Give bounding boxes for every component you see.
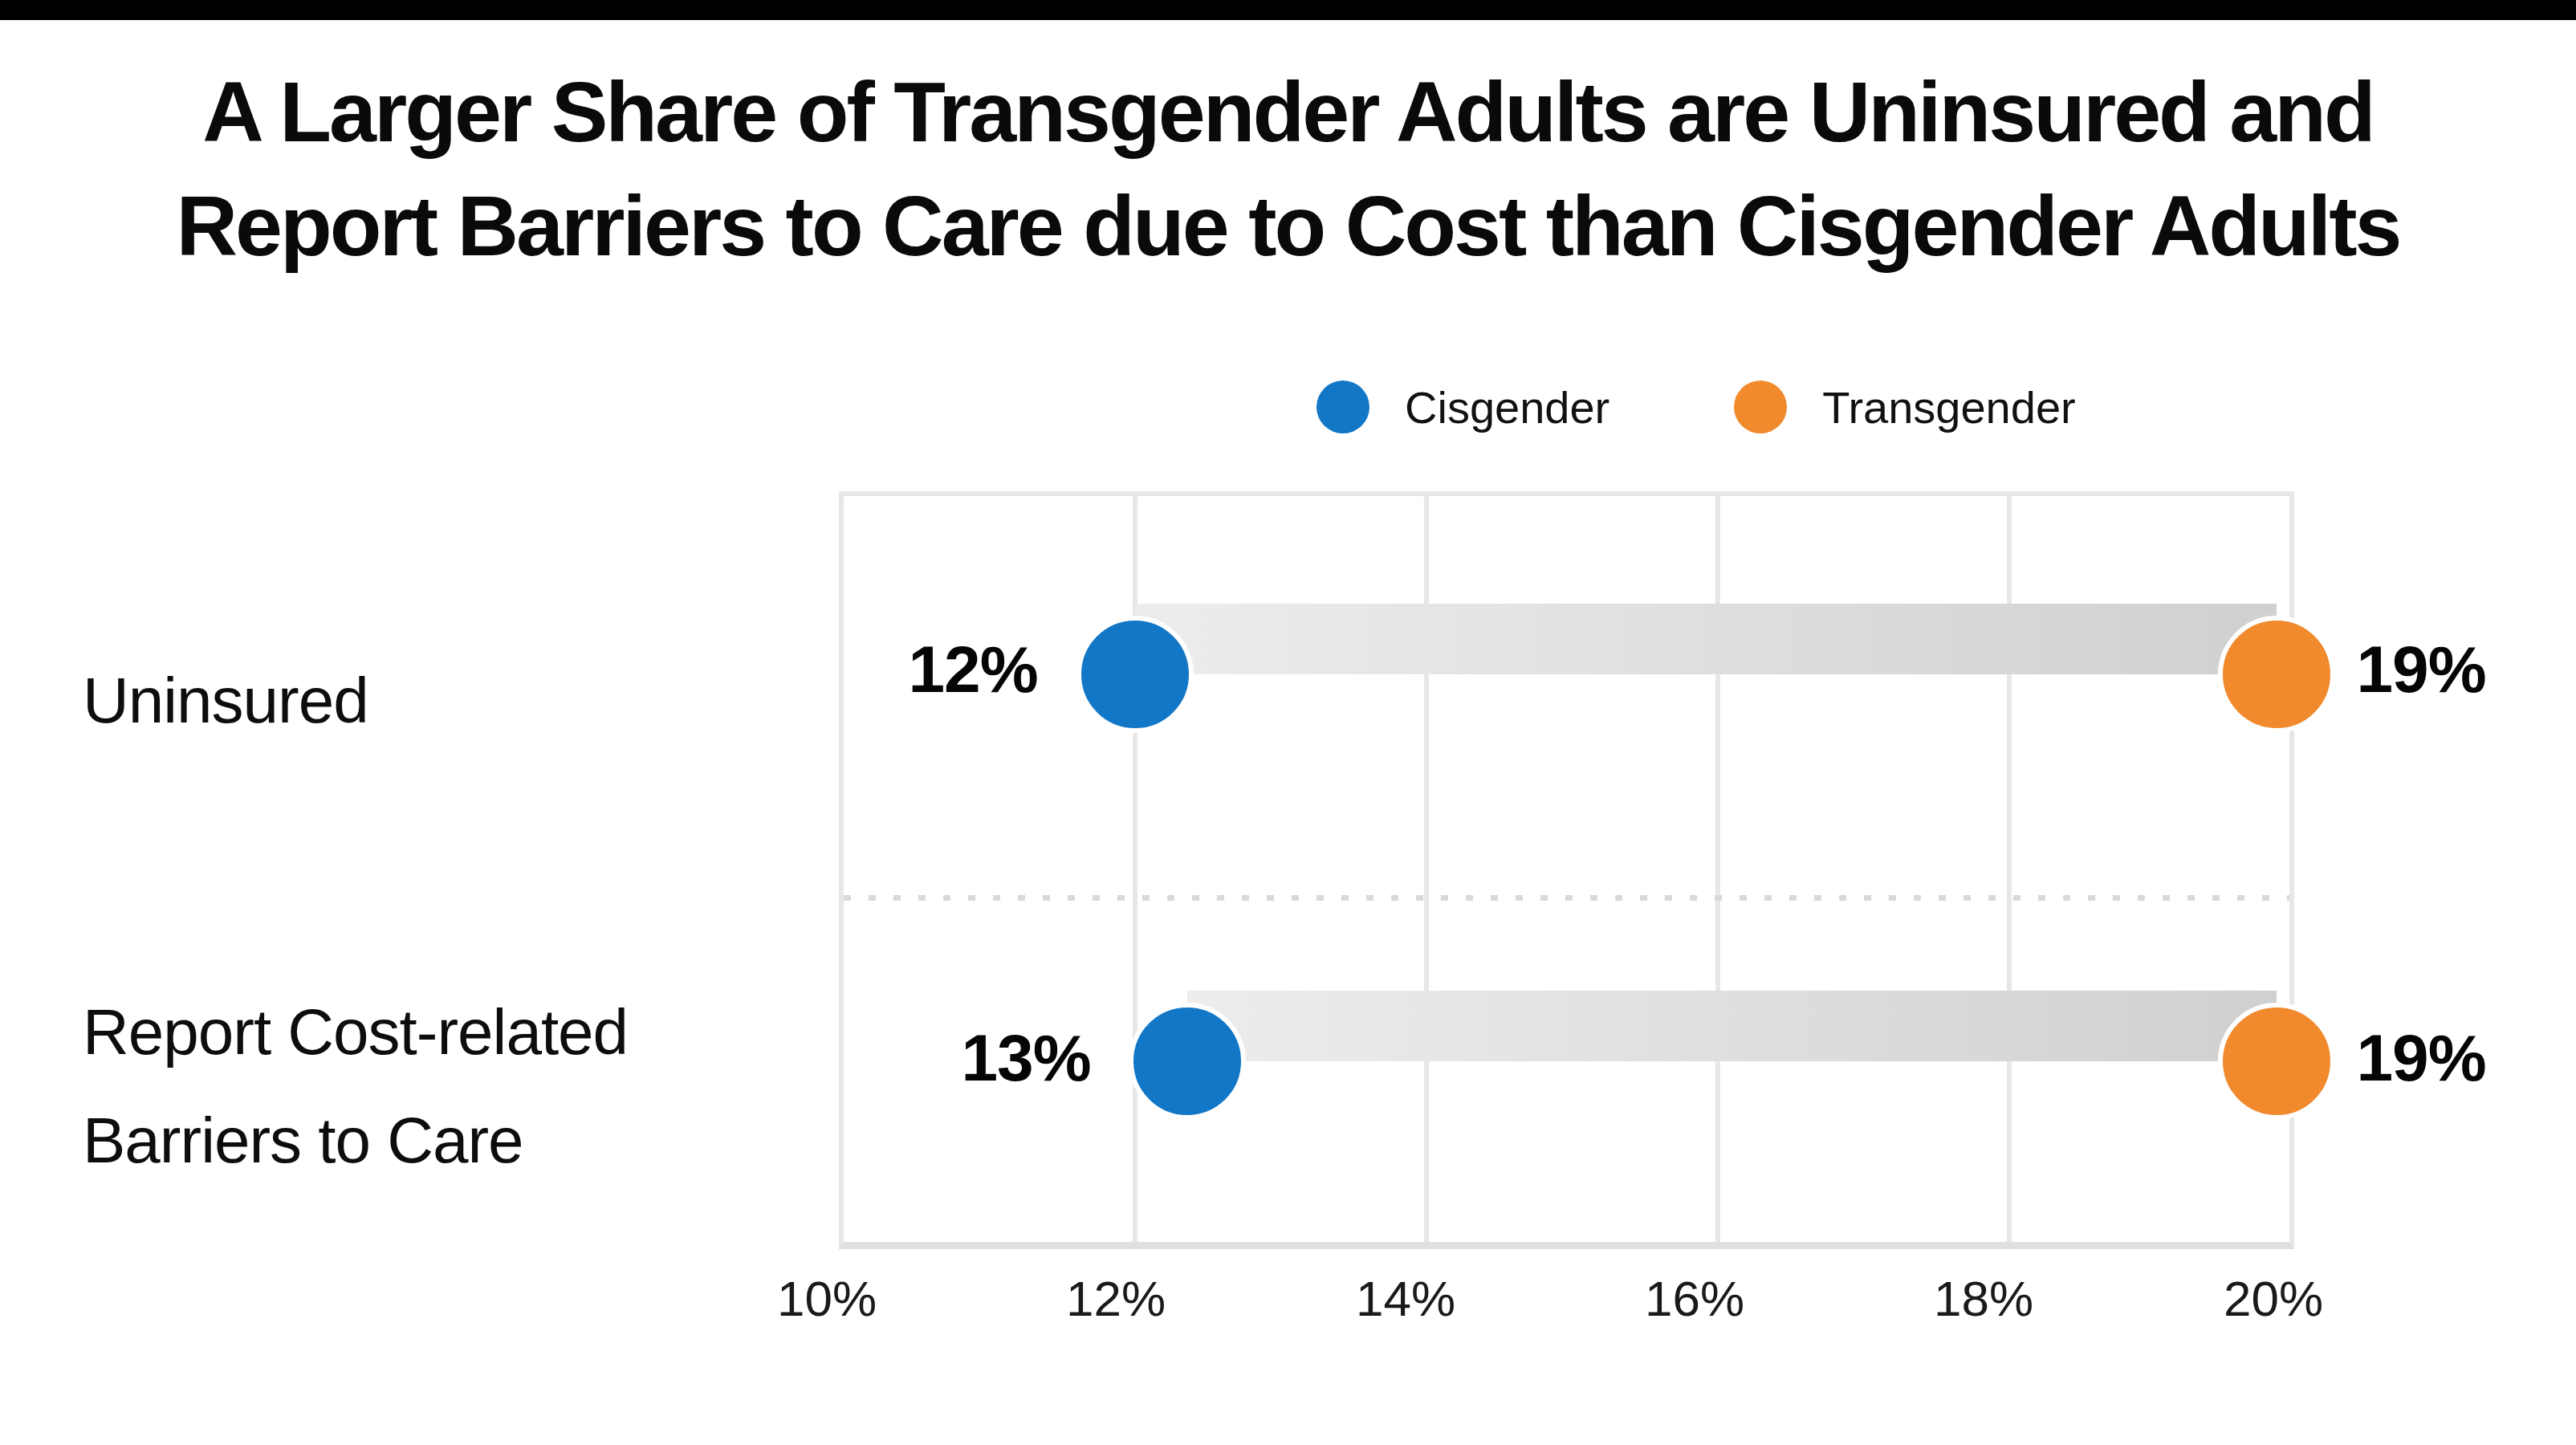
value-label-barriers-cisgender: 13% [961,1020,1090,1096]
chart-title-line1: A Larger Share of Transgender Adults are… [0,55,2576,169]
transgender-dot-icon [1734,381,1787,434]
plot-area [839,491,2294,1249]
value-label-uninsured-transgender: 19% [2356,632,2485,707]
x-tick-18pct: 18% [1934,1270,2033,1327]
chart-title: A Larger Share of Transgender Adults are… [0,55,2576,283]
data-point-barriers-cisgender[interactable] [1129,1003,1246,1120]
connector-bar-barriers [1187,991,2277,1061]
row-label-barriers-line1: Report Cost-related [83,978,628,1086]
row-label-barriers: Report Cost-related Barriers to Care [83,978,628,1195]
brand-top-bar [0,0,2576,20]
row-label-uninsured-line1: Uninsured [83,646,368,755]
data-point-barriers-transgender[interactable] [2218,1003,2335,1120]
cisgender-dot-icon [1316,381,1369,434]
row-separator-dashed-line [844,895,2289,901]
chart-title-line2: Report Barriers to Care due to Cost than… [0,169,2576,283]
x-tick-10pct: 10% [777,1270,877,1327]
row-label-uninsured: Uninsured [83,646,368,755]
legend-item-cisgender[interactable]: Cisgender [1316,381,1609,434]
data-point-uninsured-cisgender[interactable] [1076,616,1194,733]
legend-label-cisgender: Cisgender [1405,381,1609,434]
x-tick-14pct: 14% [1356,1270,1455,1327]
value-label-barriers-transgender: 19% [2356,1020,2485,1096]
x-tick-20pct: 20% [2224,1270,2323,1327]
legend: Cisgender Transgender [1316,381,2076,434]
data-point-uninsured-transgender[interactable] [2218,616,2335,733]
value-label-uninsured-cisgender: 12% [908,632,1037,707]
connector-bar-uninsured [1135,604,2277,674]
legend-label-transgender: Transgender [1822,381,2075,434]
row-label-barriers-line2: Barriers to Care [83,1086,628,1195]
chart-canvas: A Larger Share of Transgender Adults are… [0,0,2576,1445]
x-tick-12pct: 12% [1066,1270,1166,1327]
legend-item-transgender[interactable]: Transgender [1734,381,2075,434]
x-tick-16pct: 16% [1645,1270,1744,1327]
